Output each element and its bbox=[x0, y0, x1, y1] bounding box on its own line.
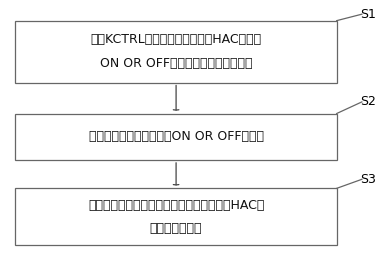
Text: S2: S2 bbox=[360, 95, 376, 108]
Bar bbox=[15, 21, 337, 83]
Text: S1: S1 bbox=[360, 8, 376, 21]
Text: 根据音频接收器开闭状态及新增状态值控制HAC功: 根据音频接收器开闭状态及新增状态值控制HAC功 bbox=[88, 199, 264, 212]
Text: 通过KCTRL命令将菜单操作控制HAC功放的: 通过KCTRL命令将菜单操作控制HAC功放的 bbox=[91, 34, 262, 46]
Text: ON OR OFF状态值传送到底层代码中: ON OR OFF状态值传送到底层代码中 bbox=[100, 57, 252, 70]
Bar bbox=[15, 188, 337, 245]
Text: 放的开启或关闭: 放的开启或关闭 bbox=[150, 222, 202, 235]
Text: 底层通过新增状态值记录ON OR OFF状态值: 底层通过新增状态值记录ON OR OFF状态值 bbox=[89, 130, 264, 143]
Bar bbox=[15, 114, 337, 160]
Text: S3: S3 bbox=[360, 173, 376, 186]
